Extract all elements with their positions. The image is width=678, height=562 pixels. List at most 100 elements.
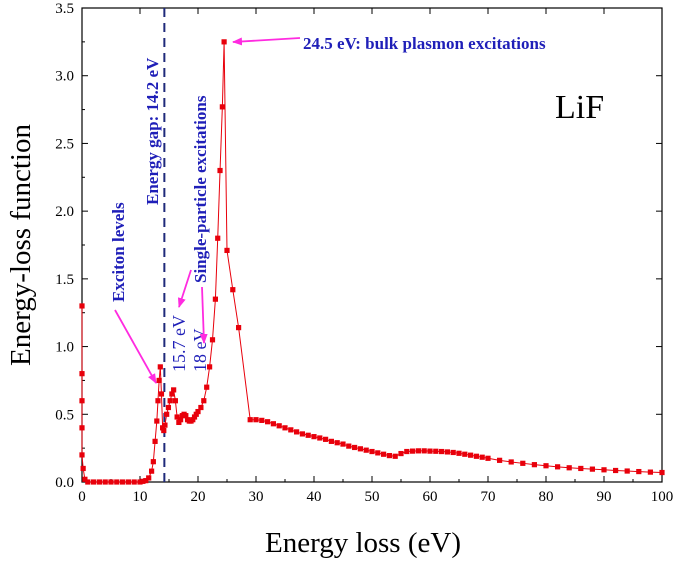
data-point (79, 303, 85, 309)
data-point (155, 398, 161, 404)
data-point (415, 448, 421, 454)
data-point (120, 479, 126, 485)
data-point (311, 434, 317, 440)
data-point (102, 479, 108, 485)
x-tick-label: 10 (133, 489, 148, 505)
data-point (601, 467, 607, 473)
data-point (456, 450, 462, 456)
data-point (659, 469, 665, 476)
data-point (398, 450, 404, 457)
data-point (79, 371, 85, 377)
data-point (473, 453, 479, 459)
data-point (352, 444, 358, 451)
data-point (613, 467, 619, 474)
data-point (160, 425, 166, 431)
data-point (171, 387, 177, 393)
y-axis-label: Energy-loss function (5, 124, 37, 366)
data-point (114, 479, 120, 485)
data-point (468, 452, 474, 458)
x-tick-label: 50 (365, 489, 380, 505)
data-point (195, 408, 201, 415)
data-point (566, 465, 572, 471)
material-label: LiF (555, 89, 604, 126)
data-point (282, 425, 288, 431)
data-point (212, 296, 218, 302)
y-tick-label: 1.5 (55, 272, 74, 288)
data-point (165, 404, 172, 411)
data-point (217, 167, 223, 174)
data-point (172, 398, 178, 404)
axis-ticks: 0 10 20 30 40 50 60 70 80 90 100 0.0 0.5 1.0 1.5 2.0 2.5… (55, 1, 673, 505)
x-axis-label: Energy loss (eV) (265, 527, 461, 559)
data-point (479, 454, 485, 460)
data-point (91, 479, 97, 485)
data-point (162, 422, 168, 428)
data-point (154, 418, 160, 424)
data-point (178, 417, 184, 423)
data-point (270, 421, 276, 427)
data-point (410, 448, 416, 454)
x-tick-label: 90 (597, 489, 612, 505)
x-tick-label: 70 (481, 489, 496, 505)
data-point (253, 417, 259, 423)
data-point (198, 404, 204, 411)
data-point (462, 451, 468, 457)
exciton-annotation: Exciton levels (109, 202, 128, 302)
data-point (209, 337, 216, 343)
data-point (276, 423, 282, 429)
plasmon-annotation: 24.5 eV: bulk plasmon excitations (303, 34, 546, 53)
y-tick-label: 2.5 (55, 136, 74, 152)
data-point (508, 459, 514, 465)
data-point (543, 463, 549, 469)
data-point (265, 419, 271, 425)
data-point (340, 441, 346, 447)
data-point (259, 417, 265, 423)
y-tick-label: 0.5 (55, 407, 74, 423)
x-tick-label: 100 (651, 489, 674, 505)
data-point (79, 425, 85, 431)
annotation-arrows (114, 37, 301, 384)
data-point (230, 287, 236, 293)
data-point (193, 411, 199, 417)
single-particle-arrow-2 (199, 286, 208, 344)
data-point (236, 325, 242, 331)
data-point (156, 377, 162, 384)
data-point (294, 429, 300, 435)
plot-frame (81, 7, 663, 483)
data-point (427, 448, 433, 454)
data-point (161, 427, 167, 434)
data-point (150, 459, 156, 465)
data-point (79, 452, 85, 458)
x-tick-label: 0 (78, 489, 86, 505)
y-tick-label: 1.0 (55, 340, 74, 356)
data-point (204, 384, 210, 390)
data-point (125, 479, 131, 485)
annotation-15-7-ev: 15.7 eV (169, 315, 189, 372)
y-tick-label: 3.5 (55, 1, 74, 17)
exciton-arrow (114, 309, 157, 384)
data-point (369, 448, 375, 455)
data-point (531, 462, 537, 468)
data-point (299, 431, 305, 437)
data-point (439, 448, 445, 455)
data-point (221, 39, 227, 45)
x-tick-label: 20 (191, 489, 206, 505)
data-point (79, 398, 85, 404)
data-point (647, 469, 653, 475)
gap-annotation: Energy gap: 14.2 eV (143, 57, 162, 205)
y-tick-label: 3.0 (55, 69, 74, 85)
data-point (328, 438, 334, 444)
data-point (191, 414, 198, 420)
data-point (323, 436, 329, 442)
single-particle-arrow-1 (177, 269, 192, 308)
data-point (174, 414, 180, 420)
data-point (520, 460, 526, 466)
data-point (80, 465, 86, 472)
data-point (137, 479, 143, 485)
data-point (305, 432, 311, 438)
data-point (357, 446, 363, 452)
data-point (317, 435, 323, 441)
data-point (381, 451, 387, 457)
data-point (450, 449, 456, 456)
